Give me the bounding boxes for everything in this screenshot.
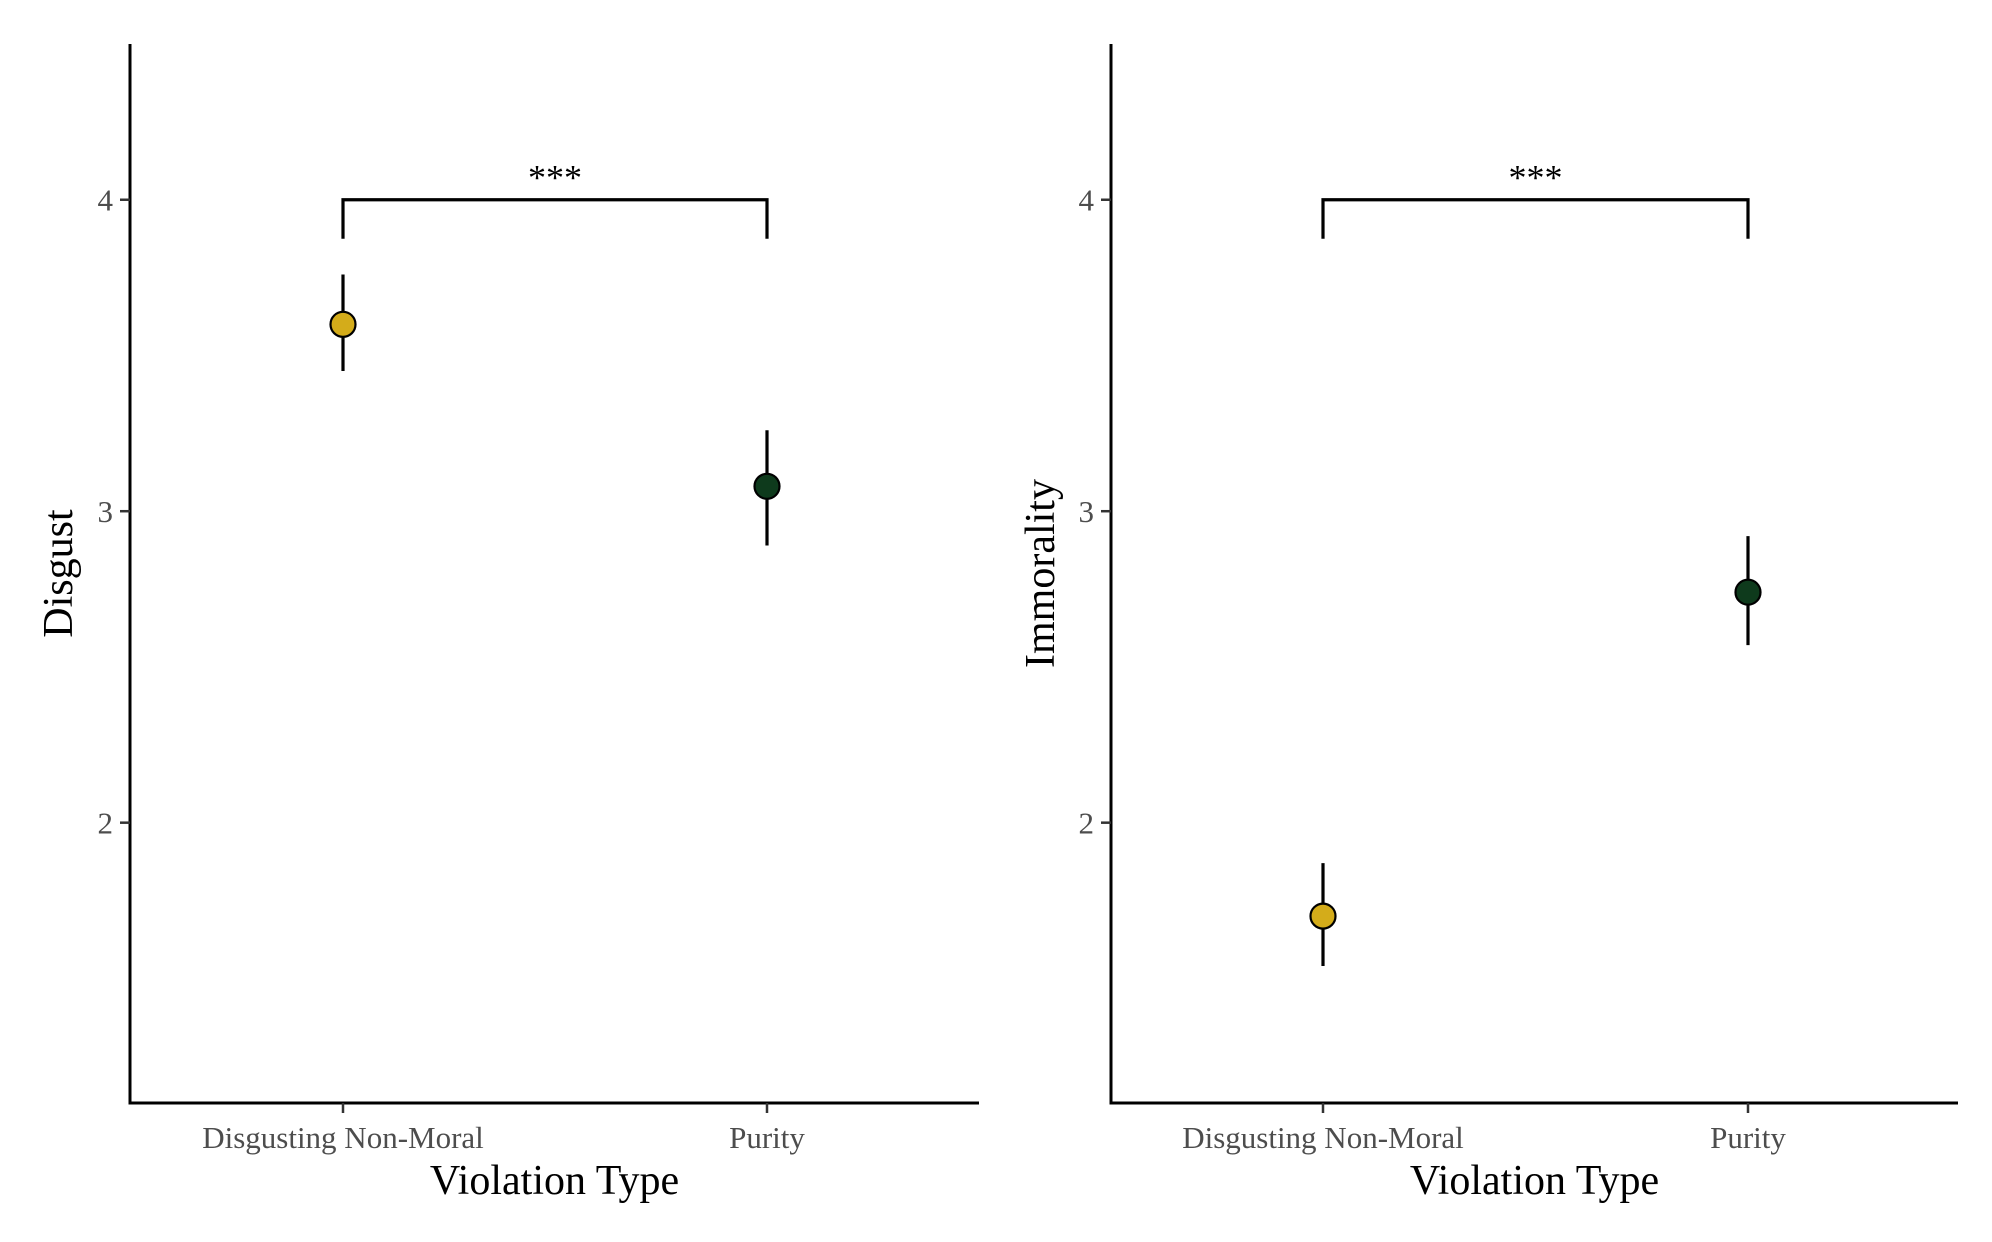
- y-tick-label: 3: [1079, 494, 1095, 529]
- x-tick-label: Disgusting Non-Moral: [202, 1120, 484, 1155]
- y-axis-title: Disgust: [36, 509, 82, 638]
- chart-panel-2: 2 3 4 Disgusting Non-Moral Purity Violation T…: [1018, 44, 1958, 1204]
- y-axis-title: Immorality: [1018, 479, 1064, 668]
- chart-panel-1: 2 3 4 Disgusting Non-Moral Purity Violation T…: [36, 44, 979, 1204]
- x-tick-label: Disgusting Non-Moral: [1182, 1120, 1464, 1155]
- data-point: [329, 310, 357, 338]
- significance-label: ***: [1509, 158, 1563, 198]
- x-axis-title: Violation Type: [430, 1158, 679, 1204]
- y-tick-label: 4: [1079, 183, 1095, 218]
- significance-bracket: [341, 198, 769, 239]
- significance-label: ***: [528, 158, 582, 198]
- x-axis-title: Violation Type: [1410, 1158, 1659, 1204]
- data-point: [1309, 902, 1337, 930]
- data-point: [1734, 578, 1762, 606]
- x-tick-label: Purity: [729, 1120, 805, 1155]
- significance-bracket: [1321, 198, 1750, 239]
- x-tick-label: Purity: [1710, 1120, 1786, 1155]
- y-tick-label: 2: [1079, 806, 1095, 841]
- y-tick-label: 3: [98, 494, 114, 529]
- y-tick-label: 2: [98, 806, 114, 841]
- y-tick-label: 4: [98, 183, 114, 218]
- data-point: [753, 472, 781, 500]
